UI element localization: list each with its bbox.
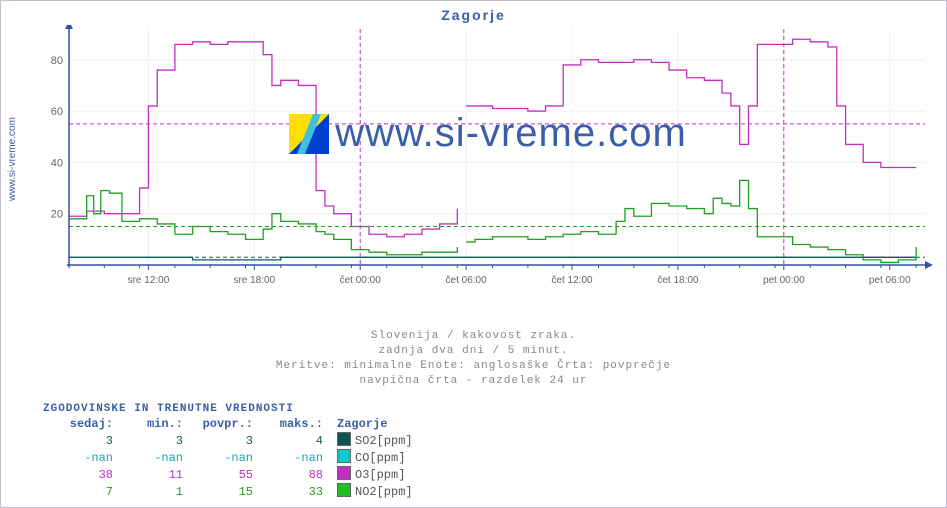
svg-text:80: 80 <box>51 55 63 67</box>
caption-line: Slovenija / kakovost zraka. <box>1 329 946 344</box>
stats-location-header: Zagorje <box>337 417 387 431</box>
legend-swatch <box>337 466 351 480</box>
chart-title: Zagorje <box>1 7 946 23</box>
svg-text:60: 60 <box>51 106 63 118</box>
stats-value: 7 <box>43 485 113 500</box>
stats-value: 15 <box>183 485 253 500</box>
stats-header: min.: <box>113 417 183 432</box>
chart-area: 20 40 60 80 sre 12:00 sre 18:00 čet 00:00 čet 0… <box>43 25 933 305</box>
legend-swatch <box>337 483 351 497</box>
legend-label: SO2[ppm] <box>355 434 413 448</box>
stats-table: ZGODOVINSKE IN TRENUTNE VREDNOSTI sedaj:… <box>43 403 413 500</box>
chart-svg: 20 40 60 80 sre 12:00 sre 18:00 čet 00:00 čet 0… <box>43 25 933 305</box>
stats-value: 3 <box>113 434 183 449</box>
caption-line: navpična črta - razdelek 24 ur <box>1 374 946 389</box>
stats-value: 3 <box>43 434 113 449</box>
stats-value: 38 <box>43 468 113 483</box>
svg-text:40: 40 <box>51 157 63 169</box>
table-row: -nan-nan-nan-nanCO[ppm] <box>43 449 413 466</box>
svg-text:pet 00:00: pet 00:00 <box>763 275 805 286</box>
y-axis-site-label: www.si-vreme.com <box>7 117 18 201</box>
svg-text:čet 18:00: čet 18:00 <box>657 275 699 286</box>
stats-value: 11 <box>113 468 183 483</box>
svg-text:pet 06:00: pet 06:00 <box>869 275 911 286</box>
stats-value: -nan <box>113 451 183 466</box>
stats-value: 4 <box>253 434 323 449</box>
stats-header: maks.: <box>253 417 323 432</box>
stats-table-title: ZGODOVINSKE IN TRENUTNE VREDNOSTI <box>43 403 413 415</box>
caption-line: zadnja dva dni / 5 minut. <box>1 344 946 359</box>
stats-value: 88 <box>253 468 323 483</box>
svg-text:sre 12:00: sre 12:00 <box>128 275 170 286</box>
legend-swatch <box>337 432 351 446</box>
svg-text:čet 12:00: čet 12:00 <box>551 275 593 286</box>
stats-header: sedaj: <box>43 417 113 432</box>
stats-value: -nan <box>183 451 253 466</box>
root: Zagorje www.si-vreme.com 20 40 60 80 sre 12:… <box>0 0 947 508</box>
svg-text:20: 20 <box>51 209 63 221</box>
chart-captions: Slovenija / kakovost zraka. zadnja dva d… <box>1 329 946 389</box>
stats-value: 1 <box>113 485 183 500</box>
stats-value: -nan <box>43 451 113 466</box>
stats-value: -nan <box>253 451 323 466</box>
stats-value: 33 <box>253 485 323 500</box>
stats-value: 55 <box>183 468 253 483</box>
legend-label: O3[ppm] <box>355 468 405 482</box>
stats-value: 3 <box>183 434 253 449</box>
caption-line: Meritve: minimalne Enote: anglosaške Črt… <box>1 359 946 374</box>
legend-label: NO2[ppm] <box>355 485 413 499</box>
svg-text:sre 18:00: sre 18:00 <box>233 275 275 286</box>
table-row: 38115588 O3[ppm] <box>43 466 413 483</box>
svg-text:čet 00:00: čet 00:00 <box>340 275 382 286</box>
table-row: 711533 NO2[ppm] <box>43 483 413 500</box>
stats-header: povpr.: <box>183 417 253 432</box>
svg-text:čet 06:00: čet 06:00 <box>446 275 488 286</box>
legend-label: CO[ppm] <box>355 451 405 465</box>
table-row: 3334SO2[ppm] <box>43 432 413 449</box>
legend-swatch <box>337 449 351 463</box>
